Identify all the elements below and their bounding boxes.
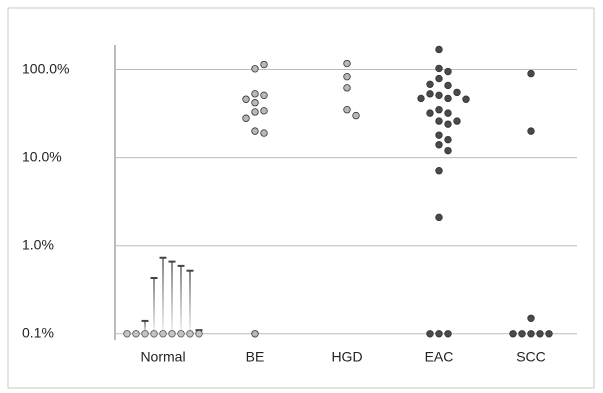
dot (509, 330, 517, 338)
y-tick-label: 10.0% (22, 148, 62, 164)
dot (417, 94, 425, 103)
error-bar (153, 277, 155, 334)
dot (444, 67, 452, 76)
dot (527, 127, 535, 135)
x-tick-label: Normal (140, 349, 185, 365)
dot (260, 60, 268, 69)
x-tick-label: BE (246, 349, 265, 365)
error-bar (162, 257, 164, 334)
error-bar (189, 270, 191, 334)
dot (426, 90, 434, 98)
y-tick-label: 100.0% (22, 60, 69, 76)
dot (186, 330, 194, 338)
dot (435, 167, 443, 175)
dot (352, 111, 360, 120)
dot (251, 99, 259, 107)
dot (435, 117, 443, 125)
dot (444, 330, 452, 338)
x-tick-label: SCC (516, 349, 546, 365)
dot (426, 80, 434, 89)
dot (168, 330, 176, 338)
dot (343, 106, 351, 114)
dot (251, 108, 259, 116)
dot (251, 127, 259, 135)
dot (444, 120, 452, 128)
dot (462, 95, 470, 103)
dot (435, 91, 443, 100)
error-bar (144, 320, 146, 334)
x-tick-label: EAC (425, 349, 454, 365)
dot (343, 84, 351, 92)
dot (435, 74, 443, 83)
dot (444, 94, 452, 103)
dot (123, 330, 131, 338)
dot (141, 330, 149, 338)
y-tick-label: 0.1% (22, 324, 54, 340)
dot (251, 90, 259, 98)
dot (260, 107, 268, 115)
dot (435, 141, 443, 149)
dot (435, 45, 443, 54)
dot (453, 88, 461, 97)
dot (150, 330, 158, 338)
dot (527, 69, 535, 78)
dot (435, 64, 443, 73)
dot (444, 81, 452, 90)
dot (435, 106, 443, 114)
dot (242, 114, 250, 122)
dot (260, 129, 268, 137)
error-bar (180, 265, 182, 334)
dot (260, 91, 268, 100)
x-tick-label: HGD (331, 349, 362, 365)
dot (444, 135, 452, 144)
dot (195, 330, 203, 338)
dot (343, 72, 351, 81)
dot (453, 117, 461, 125)
dot (426, 330, 434, 338)
dot (435, 131, 443, 139)
dot (132, 330, 140, 338)
dot (527, 330, 535, 338)
dot (426, 109, 434, 117)
dot (444, 146, 452, 155)
dot (435, 330, 443, 338)
error-bar (171, 261, 173, 334)
dot (251, 65, 259, 73)
dot (444, 109, 452, 117)
dot (242, 95, 250, 103)
dot (527, 314, 535, 322)
dot (435, 213, 443, 222)
dot (343, 59, 351, 68)
dot (177, 330, 185, 338)
dot (159, 330, 167, 338)
dot (251, 330, 259, 338)
y-tick-label: 1.0% (22, 236, 54, 252)
dot (536, 330, 544, 338)
dot (518, 330, 526, 338)
dot (545, 330, 553, 338)
frame (7, 7, 595, 389)
